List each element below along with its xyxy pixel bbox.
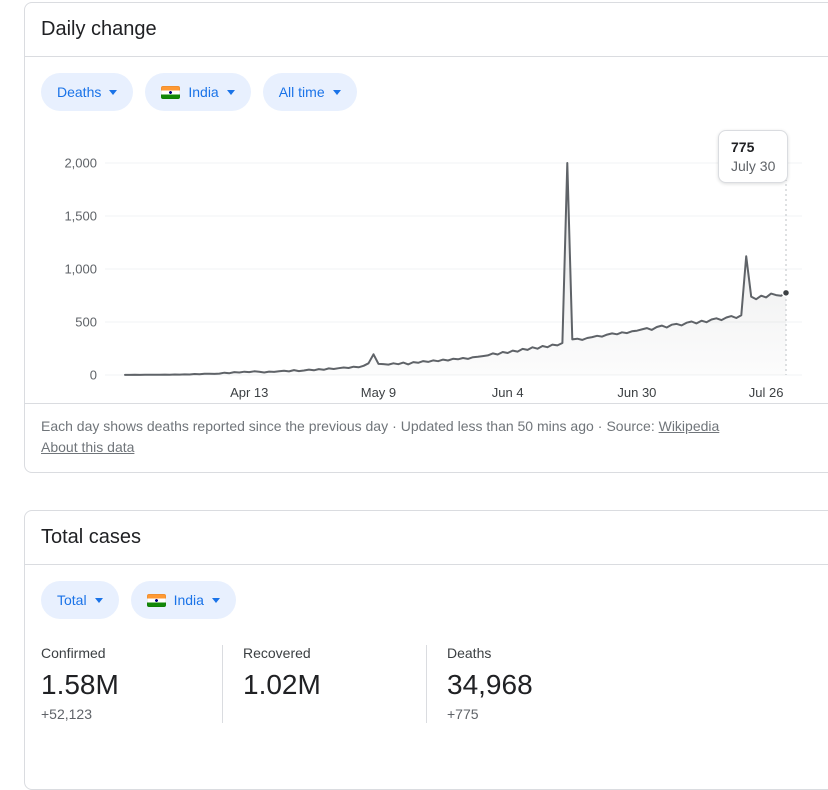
confirmed-stat: Confirmed 1.58M +52,123 (41, 645, 222, 723)
tooltip-value: 775 (731, 139, 755, 155)
chart-line-series (124, 162, 787, 376)
x-axis-tick-label: Jun 30 (617, 385, 656, 400)
daily-change-chart-area: 0 500 1,000 1,500 2,000 Apr 13 May 9 Jun 4 Jun … (25, 127, 828, 403)
region-filter-dropdown[interactable]: India (145, 73, 251, 111)
y-axis-tick-label: 1,000 (64, 262, 97, 277)
india-flag-icon (161, 85, 181, 99)
daily-change-filter-row: Deaths India All time (25, 57, 828, 127)
tooltip-date: July 30 (731, 158, 776, 174)
recovered-stat: Recovered 1.02M (222, 645, 426, 723)
footer-separator: · (392, 418, 397, 434)
total-cases-filter-row: Total India (25, 565, 828, 635)
daily-change-footer: Each day shows deaths reported since the… (25, 403, 828, 472)
recovered-value: 1.02M (243, 669, 321, 700)
wikipedia-source-link[interactable]: Wikipedia (658, 418, 720, 434)
highlighted-point-dot (781, 288, 791, 298)
y-axis-tick-label: 500 (75, 315, 97, 330)
y-axis-tick-label: 1,500 (64, 209, 97, 224)
chevron-down-icon (94, 598, 103, 603)
daily-change-card: Daily change Deaths India All time 0 50 (24, 2, 828, 473)
chevron-down-icon (226, 90, 235, 95)
daily-change-line-chart[interactable]: 0 500 1,000 1,500 2,000 Apr 13 May 9 Jun 4 Jun … (41, 129, 828, 403)
chart-area-fill (125, 163, 786, 375)
total-cases-card: Total cases Total India Confirmed 1.58M … (24, 510, 828, 790)
confirmed-label: Confirmed (41, 645, 106, 661)
footer-description: Each day shows deaths reported since the… (41, 418, 389, 434)
y-axis-labels: 0 500 1,000 1,500 2,000 (64, 156, 97, 383)
confirmed-value: 1.58M (41, 669, 119, 700)
metric-filter-label: Deaths (57, 84, 102, 100)
x-axis-tick-label: Jul 26 (749, 385, 784, 400)
region-filter-label: India (173, 592, 204, 608)
recovered-label: Recovered (243, 645, 311, 661)
chevron-down-icon (211, 598, 220, 603)
footer-updated: Updated less than 50 mins ago (400, 418, 594, 434)
total-filter-dropdown[interactable]: Total (41, 581, 119, 619)
x-axis-tick-label: Apr 13 (230, 385, 268, 400)
deaths-value: 34,968 (447, 669, 533, 700)
region-filter-dropdown[interactable]: India (130, 581, 236, 619)
deaths-delta: +775 (447, 706, 479, 722)
total-cases-stats-row: Confirmed 1.58M +52,123 Recovered 1.02M … (25, 635, 828, 749)
x-axis-tick-label: Jun 4 (492, 385, 524, 400)
recovered-delta (243, 706, 406, 723)
region-filter-label: India (188, 84, 219, 100)
total-cases-title: Total cases (41, 526, 142, 548)
confirmed-delta: +52,123 (41, 706, 92, 722)
chart-tooltip: 775 July 30 (718, 130, 789, 183)
footer-source-label: Source: (606, 418, 655, 434)
time-range-filter-label: All time (278, 84, 325, 100)
daily-change-header: Daily change (25, 3, 828, 57)
metric-filter-dropdown[interactable]: Deaths (41, 73, 134, 111)
time-range-filter-dropdown[interactable]: All time (262, 73, 357, 111)
total-filter-label: Total (57, 592, 87, 608)
footer-separator: · (597, 418, 603, 434)
x-axis-tick-label: May 9 (361, 385, 396, 400)
chevron-down-icon (332, 90, 341, 95)
y-axis-tick-label: 0 (90, 368, 97, 383)
about-this-data-link[interactable]: About this data (41, 439, 135, 455)
page-title: Daily change (41, 18, 157, 40)
total-cases-header: Total cases (25, 511, 828, 565)
deaths-stat: Deaths 34,968 +775 (426, 645, 630, 723)
chevron-down-icon (109, 90, 118, 95)
deaths-label: Deaths (447, 645, 492, 661)
x-axis-labels: Apr 13 May 9 Jun 4 Jun 30 Jul 26 (230, 385, 783, 400)
y-axis-tick-label: 2,000 (64, 156, 97, 171)
india-flag-icon (146, 593, 166, 607)
